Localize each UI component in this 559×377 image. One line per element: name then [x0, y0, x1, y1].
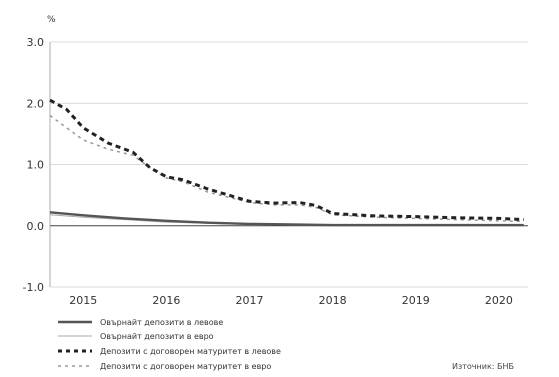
- grid-lines: [49, 41, 528, 288]
- series-line: [49, 98, 524, 222]
- series-lines: [49, 98, 524, 227]
- y-tick-label: 3.0: [27, 36, 45, 49]
- y-tick-label: -1.0: [23, 281, 44, 294]
- y-tick-label: 0.0: [27, 220, 45, 233]
- y-tick-label: 2.0: [27, 97, 45, 110]
- x-axis-ticks: 2015 2016 2017 2018 2019 2020: [69, 294, 513, 307]
- legend-item: Депозити с договорен матуритет в евро: [58, 362, 271, 371]
- x-tick-label: 2015: [69, 294, 97, 307]
- legend-label: Овърнайт депозити в евро: [100, 332, 214, 341]
- legend: Овърнайт депозити в левове Овърнайт депо…: [58, 318, 281, 371]
- y-axis-ticks: 3.0 2.0 1.0 0.0 -1.0: [23, 36, 44, 294]
- x-tick-label: 2018: [319, 294, 347, 307]
- source-note: Източник: БНБ: [452, 362, 514, 371]
- series-line: [49, 114, 524, 223]
- x-tick-label: 2019: [402, 294, 430, 307]
- legend-label: Депозити с договорен матуритет в левове: [100, 347, 281, 356]
- series-line: [49, 211, 524, 227]
- legend-label: Депозити с договорен матуритет в евро: [100, 362, 271, 371]
- legend-item: Овърнайт депозити в левове: [58, 318, 223, 327]
- y-tick-label: 1.0: [27, 159, 45, 172]
- legend-item: Депозити с договорен матуритет в левове: [58, 347, 281, 356]
- legend-item: Овърнайт депозити в евро: [58, 332, 214, 341]
- legend-label: Овърнайт депозити в левове: [100, 318, 223, 327]
- x-tick-label: 2020: [485, 294, 513, 307]
- unit-label: %: [47, 15, 56, 25]
- x-tick-label: 2016: [152, 294, 180, 307]
- x-tick-label: 2017: [236, 294, 264, 307]
